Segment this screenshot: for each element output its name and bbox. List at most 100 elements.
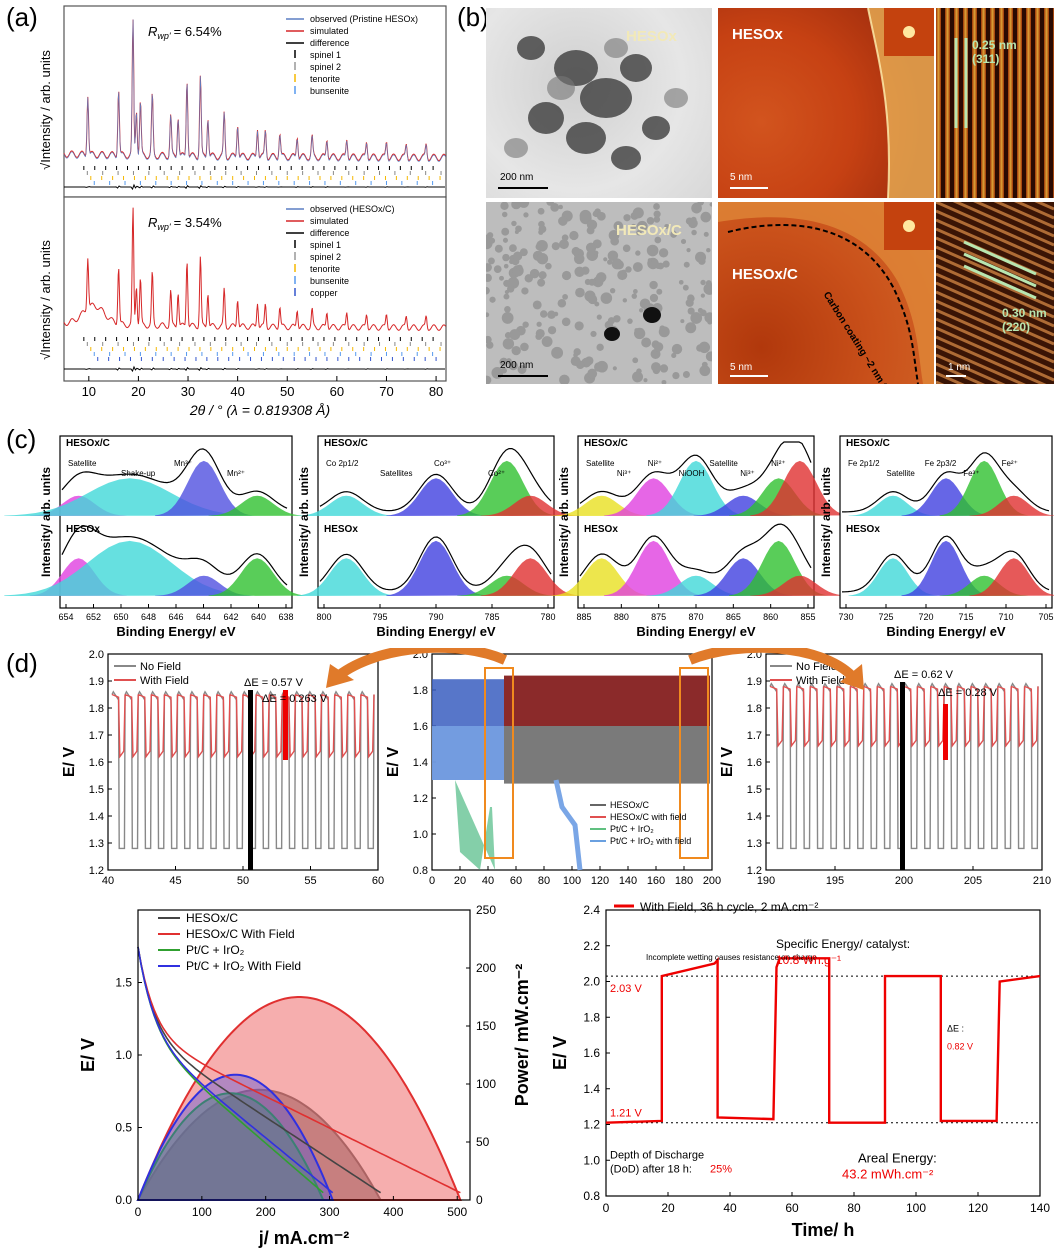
xps-peak-label: Satellites <box>380 469 412 478</box>
particle <box>703 283 712 295</box>
y2-tick-label: 150 <box>476 1019 496 1033</box>
x-tick-label: 638 <box>278 612 293 622</box>
x-tick-label: 644 <box>196 612 211 622</box>
y-tick-label: 1.3 <box>89 838 104 850</box>
x-tick-label: 730 <box>838 612 853 622</box>
particle <box>695 251 707 263</box>
particle <box>506 285 515 293</box>
hrtem-image-hesox: HESOx 5 nm <box>718 8 934 198</box>
particle <box>488 237 496 244</box>
xps-component <box>480 495 580 516</box>
panel-label-a: (a) <box>6 2 38 32</box>
xps-sample-label: HESOx/C <box>66 438 110 449</box>
x-tick-label: 870 <box>688 612 703 622</box>
particle <box>536 253 549 265</box>
lattice-fringe <box>1017 8 1022 198</box>
lattice-fringe <box>990 8 995 198</box>
particle <box>709 202 712 207</box>
voltage-label-high: 2.03 V <box>610 983 642 995</box>
x-tick-label: 705 <box>1038 612 1053 622</box>
xps-peak-label: Mn²⁺ <box>227 469 245 478</box>
particle <box>587 368 598 379</box>
dod-value: 25% <box>710 1164 732 1176</box>
panel-label-d: (d) <box>6 648 38 678</box>
particle <box>699 365 711 377</box>
y-tick-label: 2.0 <box>583 975 600 989</box>
particle <box>603 257 608 262</box>
legend-entry: simulated <box>310 26 349 36</box>
x-tick-label: 654 <box>58 612 73 622</box>
particle <box>670 231 678 238</box>
particle <box>503 263 509 269</box>
lattice-fringe <box>1035 8 1040 198</box>
particle <box>551 346 564 359</box>
y2-tick-label: 100 <box>476 1077 496 1091</box>
y-tick-label: 1.5 <box>115 976 132 990</box>
particle <box>632 289 638 294</box>
lattice-fringe <box>936 245 1054 301</box>
legend-entry: bunsenite <box>310 86 349 96</box>
rwp-bottom: Rwp' = 3.54% <box>148 215 222 232</box>
y-tick-label: 1.7 <box>747 730 762 742</box>
voltage-label-low: 1.21 V <box>610 1108 642 1120</box>
legend-entry: spinel 1 <box>310 240 341 250</box>
xps-peak-label: Ni²⁺ <box>771 459 785 468</box>
x-tick-label: 0 <box>603 1201 610 1215</box>
x-tick-label: 70 <box>379 384 393 399</box>
particle <box>680 319 685 324</box>
particle <box>586 226 595 235</box>
legend-entry: observed (Pristine HESOx) <box>310 14 418 24</box>
xps-envelope <box>579 441 812 504</box>
lattice-fringe <box>936 272 1054 328</box>
xps-component <box>604 540 704 596</box>
particle <box>538 271 547 280</box>
particle <box>621 269 627 275</box>
lattice-fringe <box>936 263 1054 319</box>
particle <box>622 244 631 253</box>
tem-image-hesox: HESOx 200 nm <box>486 8 712 198</box>
lattice-fringe <box>936 236 1054 292</box>
particle <box>523 212 529 218</box>
x-tick-label: 200 <box>703 875 721 887</box>
particle <box>575 287 585 298</box>
y-axis-label: E/ V <box>550 1036 570 1070</box>
particle <box>653 210 661 218</box>
xps-x-label: Binding Energy/ eV <box>116 624 236 639</box>
particle <box>505 358 512 364</box>
legend-entry: spinel 1 <box>310 50 341 60</box>
lattice-fringe <box>936 254 1054 310</box>
particle <box>561 234 569 242</box>
particle <box>703 231 709 237</box>
particle <box>691 229 697 236</box>
delta-e-value: 0.82 V <box>947 1041 973 1051</box>
particle <box>532 300 542 310</box>
particle <box>516 264 523 271</box>
particle <box>559 374 570 384</box>
zoom-arrow-right-head <box>840 664 864 690</box>
xps-sample-label: HESOx <box>324 524 358 535</box>
y-tick-label: 1.5 <box>89 784 104 796</box>
xps-component <box>296 558 396 596</box>
xps-sample-label: HESOx <box>846 524 880 535</box>
x-tick-label: 50 <box>280 384 294 399</box>
cycling-right-chart: 190 195 200 205 2102.01.91.81.71.61.51.41.31… <box>719 649 1051 887</box>
d-spacing-220: 0.30 nm (220) <box>1002 306 1047 334</box>
y-tick-label: 2.0 <box>89 649 104 661</box>
legend-entry: HESOx/C with field <box>610 812 687 822</box>
particle <box>636 220 648 232</box>
particle <box>596 272 607 283</box>
lattice-fringe <box>936 353 1006 384</box>
x-tick-label: 10 <box>82 384 96 399</box>
delta-e-bar-with-field <box>283 690 288 760</box>
lattice-fringe <box>936 362 986 384</box>
x-tick-label: 20 <box>131 384 145 399</box>
y-tick-label: 1.8 <box>583 1010 600 1024</box>
hrtem-label-hesox-c: HESOx/C <box>732 266 798 283</box>
delta-e-bar-with-field <box>943 704 948 760</box>
xps-envelope <box>842 452 1050 513</box>
particle <box>613 221 624 231</box>
legend-entry: Pt/C + IrO₂ <box>186 943 245 957</box>
y-tick-label: 1.6 <box>89 757 104 769</box>
particle <box>517 365 527 374</box>
dod-label-1: Depth of Discharge <box>610 1150 704 1162</box>
